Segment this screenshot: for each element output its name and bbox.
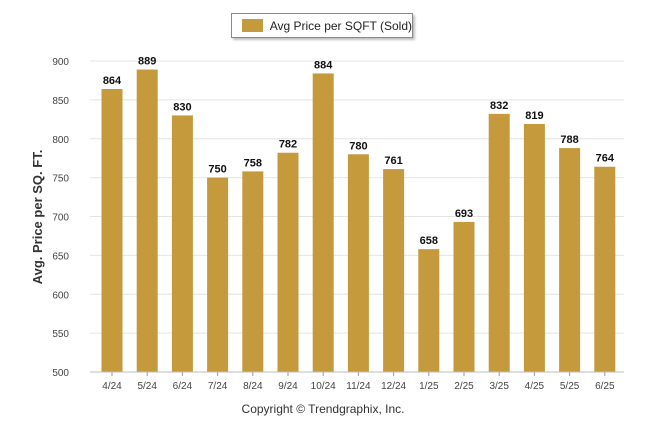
x-tick-label: 11/24	[346, 381, 371, 392]
bar	[242, 171, 264, 372]
data-label: 830	[173, 101, 191, 113]
legend: Avg Price per SQFT (Sold)	[231, 13, 413, 38]
data-label: 832	[490, 100, 508, 112]
data-label: 788	[560, 134, 578, 146]
bar	[418, 249, 440, 372]
bar	[523, 123, 545, 372]
data-label: 658	[420, 235, 438, 247]
x-tick-label: 1/25	[419, 381, 439, 392]
legend-label: Avg Price per SQFT (Sold)	[269, 18, 412, 33]
y-tick-label: 800	[52, 135, 69, 146]
x-tick-label: 7/24	[208, 381, 228, 392]
data-label: 693	[455, 208, 473, 220]
y-tick-label: 650	[52, 251, 69, 262]
data-label: 884	[314, 59, 333, 71]
bar	[559, 148, 581, 372]
bar	[207, 177, 229, 372]
data-label: 761	[384, 155, 402, 167]
bar	[101, 88, 123, 373]
x-tick-label: 4/25	[525, 381, 545, 392]
y-axis-title: Avg. Price per SQ. FT.	[30, 150, 45, 285]
x-tick-label: 5/24	[137, 381, 157, 392]
y-tick-label: 500	[52, 368, 69, 379]
x-tick-label: 10/24	[311, 381, 336, 392]
bar	[136, 69, 158, 373]
y-tick-label: 550	[52, 329, 69, 340]
bar	[312, 73, 334, 372]
copyright-footer: Copyright © Trendgraphix, Inc.	[241, 402, 405, 416]
x-tick-label: 6/25	[595, 381, 615, 392]
x-tick-label: 2/25	[454, 381, 474, 392]
bar	[383, 169, 405, 372]
data-label: 864	[103, 75, 122, 87]
y-tick-label: 600	[52, 290, 69, 301]
bar	[171, 115, 193, 373]
x-tick-label: 6/24	[173, 381, 193, 392]
x-tick-label: 9/24	[278, 381, 298, 392]
bar	[488, 113, 510, 373]
x-tick-label: 12/24	[381, 381, 406, 392]
bar	[453, 221, 475, 372]
y-tick-label: 700	[52, 213, 69, 224]
data-label: 764	[596, 153, 615, 165]
data-label: 819	[525, 110, 543, 122]
data-label: 758	[244, 157, 262, 169]
y-tick-label: 750	[52, 174, 69, 185]
bar	[347, 154, 369, 372]
y-tick-label: 900	[52, 57, 69, 68]
x-tick-label: 3/25	[489, 381, 509, 392]
data-label: 889	[138, 56, 156, 68]
x-tick-label: 5/25	[560, 381, 580, 392]
data-label: 750	[208, 164, 226, 176]
legend-swatch	[242, 19, 263, 32]
x-tick-label: 4/24	[102, 381, 122, 392]
bar	[594, 166, 616, 372]
data-label: 782	[279, 139, 297, 151]
x-tick-label: 8/24	[243, 381, 263, 392]
y-tick-label: 850	[52, 96, 69, 107]
data-label: 780	[349, 140, 367, 152]
bar	[277, 152, 299, 372]
